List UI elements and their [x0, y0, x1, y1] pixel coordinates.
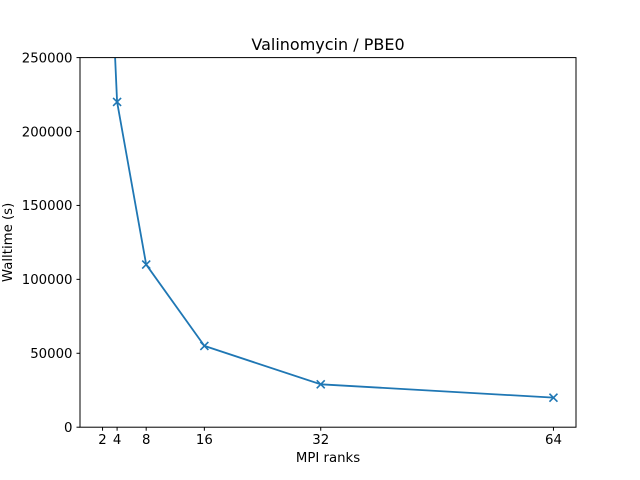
- y-tick-label: 50000: [30, 347, 72, 362]
- x-tick-label: 16: [196, 433, 213, 448]
- x-tick-label: 2: [98, 433, 106, 448]
- y-axis-label: Walltime (s): [1, 203, 16, 282]
- y-tick-label: 0: [64, 421, 72, 436]
- data-point-marker: [141, 260, 151, 270]
- chart-title: Valinomycin / PBE0: [251, 35, 404, 54]
- data-point-marker: [548, 393, 559, 403]
- data-point-marker: [316, 379, 326, 389]
- y-tick-label: 200000: [22, 125, 73, 140]
- data-point-marker: [112, 97, 122, 107]
- x-tick-label: 64: [545, 433, 562, 448]
- plot-area: [112, 57, 559, 403]
- y-tick-label: 150000: [22, 199, 73, 214]
- y-tick-label: 250000: [22, 51, 73, 66]
- axes-spines: [79, 57, 577, 428]
- x-tick-label: 32: [312, 433, 329, 448]
- walltime-line: [114, 57, 555, 399]
- x-tick-label: 8: [142, 433, 150, 448]
- x-axis-label: MPI ranks: [296, 451, 360, 466]
- x-tick-label: 4: [113, 433, 121, 448]
- data-point-marker: [199, 341, 209, 351]
- chart-layers: 2 4 8 16 32 64 0 50000 100000 150000 200000 250000: [22, 51, 577, 448]
- y-tick-label: 100000: [22, 273, 73, 288]
